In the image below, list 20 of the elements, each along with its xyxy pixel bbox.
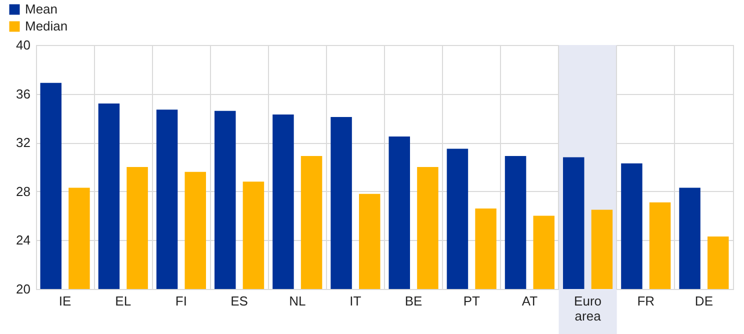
y-tick-label: 28 [16,184,30,199]
x-tick-label: AT [522,294,538,308]
x-tick-label: DE [694,294,714,308]
x-tick-label: NL [289,294,306,308]
legend-label: Median [25,18,68,34]
x-tick-label: EL [115,294,132,308]
x-tick-label: IT [350,294,362,308]
y-tick-label: 40 [16,38,30,52]
x-tick-label: BE [404,294,423,308]
x-tick-label: FI [175,294,187,308]
y-tick-label: 36 [16,86,30,102]
x-tick-label: ES [230,294,248,308]
y-tick-label: 32 [16,135,30,150]
y-tick-label: 20 [16,282,30,296]
x-tick-label: FR [637,294,655,308]
legend-label: Mean [25,2,58,16]
x-tick-label: Euro area [574,294,602,324]
x-tick-label: IE [58,294,72,308]
x-tick-label: PT [463,294,480,308]
y-tick-label: 24 [16,232,30,248]
